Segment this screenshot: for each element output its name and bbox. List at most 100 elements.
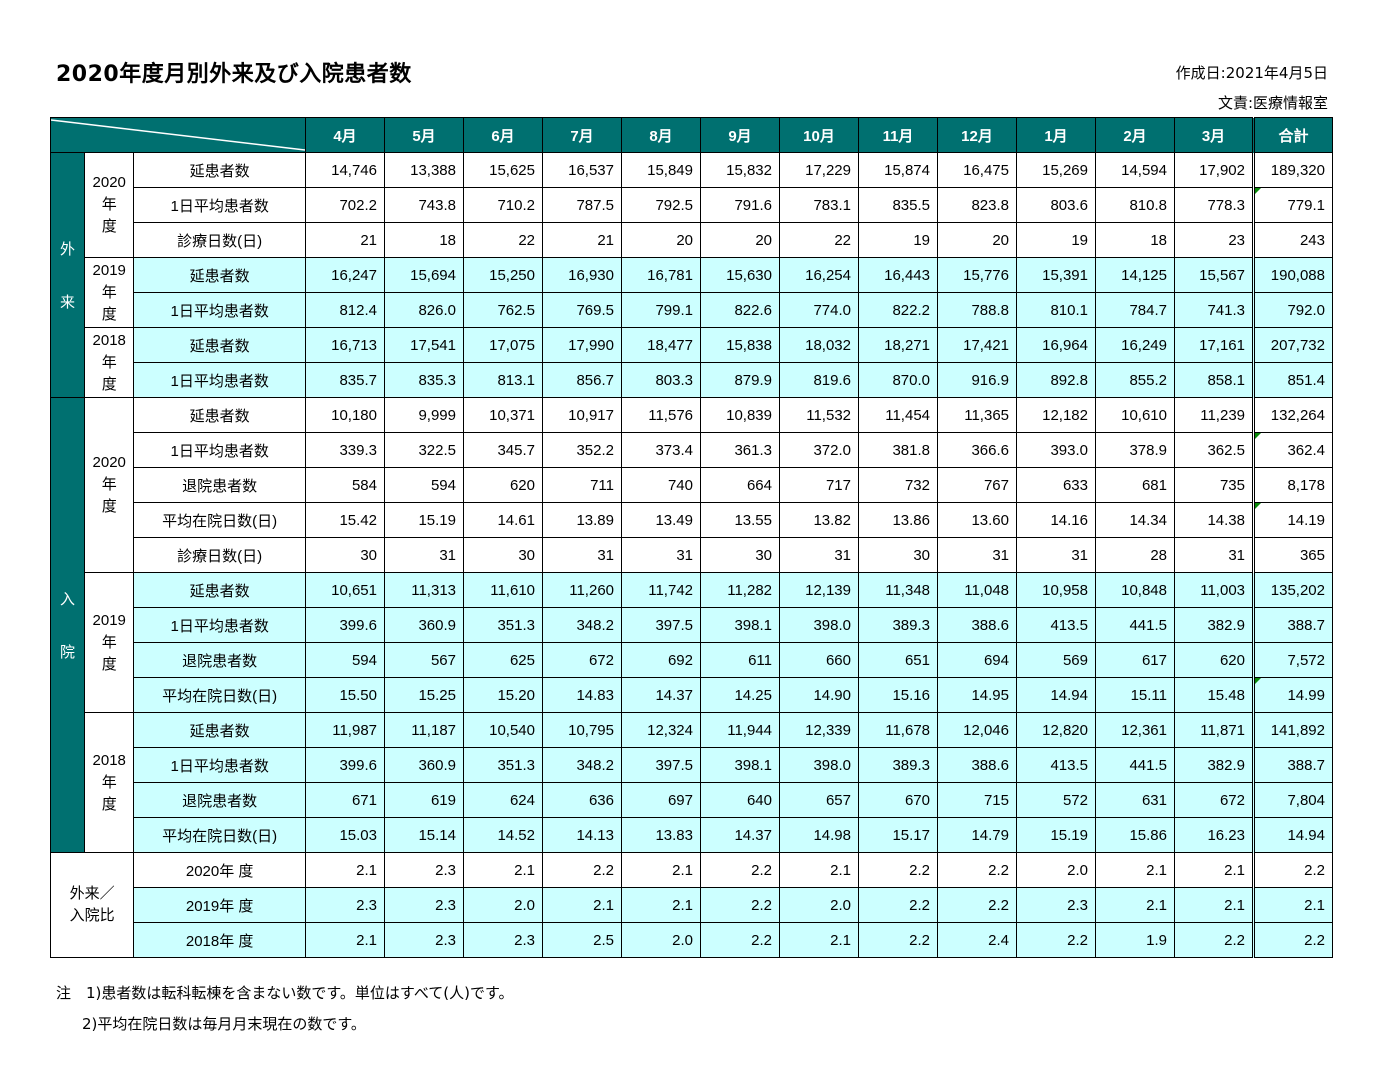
row-label: 退院患者数	[133, 642, 306, 678]
corner-diagonal	[51, 119, 305, 151]
notes: 注 1)患者数は転科転棟を含まない数です。単位はすべて(人)です。 2)平均在院…	[56, 978, 513, 1040]
value-cell: 617	[1095, 642, 1175, 678]
value-cell: 31	[779, 537, 859, 573]
year-label-line: 度	[101, 305, 117, 323]
value-cell: 572	[1016, 782, 1096, 818]
ratio-section-label: 外来／ 入院比	[49, 852, 135, 958]
value-cell: 2.4	[937, 922, 1017, 958]
note-2: 2)平均在院日数は毎月月末現在の数です。	[82, 1015, 366, 1033]
value-cell: 15,391	[1016, 257, 1096, 293]
value-cell: 10,795	[542, 712, 622, 748]
value-cell: 13.86	[858, 502, 938, 538]
value-cell: 15,625	[463, 152, 543, 188]
value-cell: 819.6	[779, 362, 859, 398]
total-cell: 207,732	[1252, 327, 1333, 363]
value-cell: 2.3	[1016, 887, 1096, 923]
value-cell: 14.37	[621, 677, 701, 713]
row-label: 1日平均患者数	[133, 747, 306, 783]
value-cell: 2.1	[305, 852, 385, 888]
row-label: 1日平均患者数	[133, 432, 306, 468]
value-cell: 803.6	[1016, 187, 1096, 223]
year-label-line: 度	[101, 375, 117, 393]
value-cell: 16,781	[621, 257, 701, 293]
value-cell: 2.0	[779, 887, 859, 923]
value-cell: 620	[463, 467, 543, 503]
total-cell: 190,088	[1252, 257, 1333, 293]
value-cell: 823.8	[937, 187, 1017, 223]
value-cell: 9,999	[384, 397, 464, 433]
value-cell: 10,180	[305, 397, 385, 433]
total-cell: 365	[1252, 537, 1333, 573]
value-cell: 352.2	[542, 432, 622, 468]
total-cell: 243	[1252, 222, 1333, 258]
value-cell: 15.19	[1016, 817, 1096, 853]
section-char: 来	[60, 294, 76, 311]
value-cell: 14,594	[1095, 152, 1175, 188]
table-row: 外来 2020 年度延患者数 14,746 13,388 15,625 16,537 15,8…	[49, 152, 1333, 398]
value-cell: 16,247	[305, 257, 385, 293]
value-cell: 17,161	[1174, 327, 1254, 363]
table-row: 退院患者数 594 567 625 672 692 611 660 651 694 569 617 62…	[51, 642, 1333, 678]
value-cell: 15,630	[700, 257, 780, 293]
total-cell: 132,264	[1252, 397, 1333, 433]
year-label-line: 度	[101, 655, 117, 673]
value-cell: 870.0	[858, 362, 938, 398]
value-cell: 788.8	[937, 292, 1017, 328]
value-cell: 11,048	[937, 572, 1017, 608]
row-label: 延患者数	[133, 572, 306, 608]
table-row: 平均在院日数(日) 15.42 15.19 14.61 13.89 13.49 13.55 1…	[51, 502, 1333, 538]
table-row: 1日平均患者数 835.7 835.3 813.1 856.7 803.3 879.9 819…	[51, 362, 1333, 398]
row-label: 延患者数	[133, 152, 306, 188]
value-cell: 810.1	[1016, 292, 1096, 328]
value-cell: 822.2	[858, 292, 938, 328]
value-cell: 787.5	[542, 187, 622, 223]
fiscal-year-label: 2018 年度	[84, 712, 135, 853]
value-cell: 15.19	[384, 502, 464, 538]
value-cell: 2.1	[621, 887, 701, 923]
value-cell: 398.1	[700, 607, 780, 643]
value-cell: 28	[1095, 537, 1175, 573]
value-cell: 2.2	[700, 887, 780, 923]
value-cell: 11,678	[858, 712, 938, 748]
total-cell: 141,892	[1252, 712, 1333, 748]
year-label-line: 年	[101, 773, 117, 791]
value-cell: 702.2	[305, 187, 385, 223]
row-label: 1日平均患者数	[133, 362, 306, 398]
value-cell: 16,249	[1095, 327, 1175, 363]
year-label-line: 度	[101, 498, 117, 515]
value-cell: 360.9	[384, 607, 464, 643]
value-cell: 774.0	[779, 292, 859, 328]
year-label-line: 2019	[92, 261, 126, 279]
total-cell: 14.99	[1252, 677, 1333, 713]
value-cell: 30	[305, 537, 385, 573]
value-cell: 792.5	[621, 187, 701, 223]
table-row: 入院 2020 年度延患者数 10,180 9,999 10,371 10,917 11,57…	[49, 397, 1333, 853]
value-cell: 397.5	[621, 607, 701, 643]
value-cell: 15.11	[1095, 677, 1175, 713]
patient-count-table: 4月 5月 6月 7月 8月 9月 10月 11月 12月 1月 2月 3月 合計 外来 2020 年度延患…	[49, 117, 1333, 958]
value-cell: 23	[1174, 222, 1254, 258]
value-cell: 21	[305, 222, 385, 258]
value-cell: 778.3	[1174, 187, 1254, 223]
value-cell: 2.2	[858, 852, 938, 888]
value-cell: 20	[621, 222, 701, 258]
value-cell: 12,324	[621, 712, 701, 748]
table-row: 退院患者数 671 619 624 636 697 640 657 670 715 572 631 67…	[51, 782, 1333, 818]
value-cell: 858.1	[1174, 362, 1254, 398]
value-cell: 813.1	[463, 362, 543, 398]
value-cell: 15,250	[463, 257, 543, 293]
value-cell: 783.1	[779, 187, 859, 223]
value-cell: 15.42	[305, 502, 385, 538]
month-header: 4月	[305, 117, 385, 153]
value-cell: 16,537	[542, 152, 622, 188]
month-header: 5月	[384, 117, 464, 153]
value-cell: 2.2	[858, 887, 938, 923]
value-cell: 631	[1095, 782, 1175, 818]
value-cell: 2.3	[305, 887, 385, 923]
value-cell: 2.3	[463, 922, 543, 958]
value-cell: 732	[858, 467, 938, 503]
value-cell: 11,282	[700, 572, 780, 608]
table-row: 1日平均患者数 812.4 826.0 762.5 769.5 799.1 822.6 774…	[51, 292, 1333, 328]
value-cell: 30	[858, 537, 938, 573]
ratio-label-line: 外来／	[69, 885, 115, 902]
